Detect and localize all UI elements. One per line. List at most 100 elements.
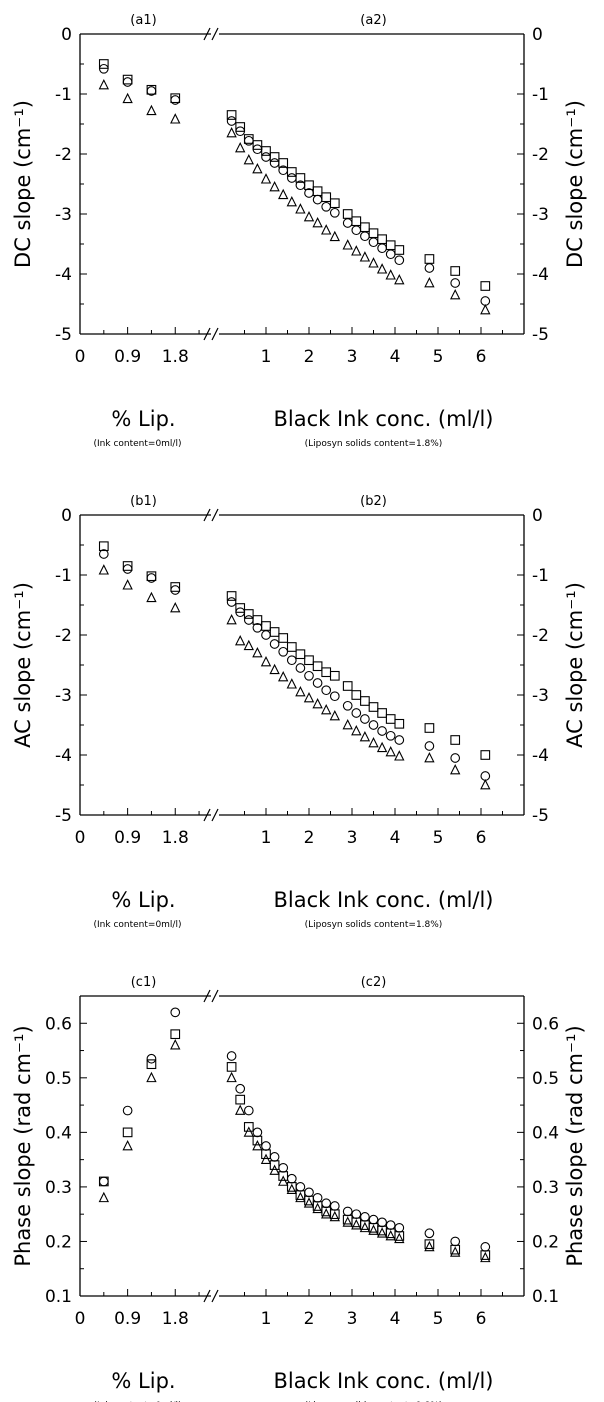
axis-break-mark bbox=[211, 508, 219, 522]
point-circle bbox=[252, 144, 263, 155]
point-square bbox=[235, 122, 246, 132]
point-circle bbox=[269, 158, 280, 168]
point-triangle bbox=[376, 1227, 388, 1238]
point-triangle bbox=[450, 288, 461, 300]
point-square bbox=[377, 708, 387, 718]
point-triangle bbox=[278, 1175, 289, 1186]
x-tick-label: 6 bbox=[476, 347, 487, 367]
point-circle bbox=[252, 1127, 263, 1138]
point-circle bbox=[312, 1192, 323, 1203]
x-axis-note: (Ink content=0ml/l) bbox=[94, 920, 182, 930]
point-square bbox=[312, 186, 323, 197]
point-triangle bbox=[303, 1197, 315, 1208]
panel-a2: 0 -1 -2 -3 -4 -5 1 2 3 4 5 6 (a2) Black Ink conc. (ml… bbox=[219, 13, 549, 449]
axis-break-mark bbox=[211, 327, 219, 341]
point-triangle bbox=[252, 646, 263, 658]
point-circle bbox=[450, 753, 461, 763]
point-square bbox=[329, 198, 340, 209]
panel-a1: 0-1-2-3-4-50 0.9 1.8(a1)% Lip.(Ink content… bbox=[55, 13, 211, 449]
y-tick-label: 0.5 bbox=[532, 1069, 559, 1089]
point-square bbox=[424, 1239, 435, 1250]
point-triangle bbox=[269, 663, 280, 675]
series-square bbox=[98, 541, 181, 592]
axis-break-mark bbox=[203, 27, 211, 41]
x-tick-label: 1 bbox=[261, 828, 272, 848]
point-triangle bbox=[450, 763, 461, 775]
point-triangle bbox=[329, 230, 340, 242]
x-tick-label: 3 bbox=[347, 828, 358, 848]
axis-break bbox=[203, 27, 219, 341]
panel-c1: 0.60.50.40.30.20.100.91.8(c1)% Lip.(Ink … bbox=[45, 975, 211, 1402]
x-tick-label: 6 bbox=[476, 828, 487, 848]
point-square bbox=[295, 649, 306, 660]
point-circle bbox=[278, 646, 289, 657]
point-circle bbox=[226, 1051, 237, 1061]
point-triangle bbox=[260, 1153, 272, 1164]
point-triangle bbox=[394, 273, 405, 285]
x-axis-note: (Ink content=0ml/l) bbox=[94, 439, 182, 449]
point-square bbox=[351, 690, 362, 700]
x-tick-label: 1.8 bbox=[162, 1309, 189, 1329]
y-tick-label: -5 bbox=[55, 325, 72, 345]
point-triangle bbox=[351, 245, 362, 256]
series-triangle bbox=[98, 564, 181, 613]
x-tick-label: 1 bbox=[261, 347, 272, 367]
point-circle bbox=[351, 1209, 362, 1220]
y-tick-label: 0.6 bbox=[532, 1014, 559, 1034]
point-circle bbox=[360, 1212, 370, 1222]
point-square bbox=[122, 1127, 133, 1138]
point-square bbox=[321, 667, 332, 678]
y-tick-label: -3 bbox=[55, 205, 72, 225]
point-triangle bbox=[480, 1251, 491, 1263]
y-tick-label: -1 bbox=[55, 85, 72, 105]
axis-break bbox=[203, 508, 219, 822]
point-circle bbox=[243, 135, 254, 146]
y-axis-label-left: DC slope (cm⁻¹) bbox=[11, 100, 35, 268]
x-tick-label: 0.9 bbox=[114, 828, 141, 848]
point-circle bbox=[385, 730, 396, 741]
x-tick-label: 0.9 bbox=[114, 347, 141, 367]
point-triangle bbox=[252, 162, 263, 174]
point-square bbox=[450, 266, 461, 276]
point-triangle bbox=[303, 691, 315, 703]
point-triangle bbox=[226, 613, 237, 625]
axis-break-mark bbox=[203, 1289, 211, 1303]
point-triangle bbox=[321, 703, 332, 715]
y-tick-label: 0.2 bbox=[45, 1232, 72, 1252]
panel-c2: 0.6 0.5 0.4 0.3 0.2 0.1 1 2 3 4 5 6 (c2) Black Ink co… bbox=[219, 975, 559, 1402]
y-tick-label: -4 bbox=[532, 265, 549, 285]
y-tick-label: 0.4 bbox=[45, 1123, 72, 1143]
point-triangle bbox=[376, 263, 388, 274]
point-circle bbox=[98, 549, 109, 559]
point-triangle bbox=[252, 1139, 263, 1151]
point-triangle bbox=[98, 1191, 110, 1203]
series-circle bbox=[226, 597, 491, 781]
point-circle bbox=[368, 720, 379, 730]
point-triangle bbox=[312, 1202, 323, 1214]
y-tick-label: -1 bbox=[532, 85, 549, 105]
point-triangle bbox=[260, 173, 272, 184]
x-tick-label: 1.8 bbox=[162, 347, 189, 367]
point-square bbox=[235, 1094, 246, 1105]
point-triangle bbox=[278, 188, 289, 200]
point-square bbox=[394, 245, 405, 255]
point-circle bbox=[122, 77, 133, 87]
panel-title: (c1) bbox=[131, 975, 157, 990]
y-axis-label-right: Phase slope (rad cm⁻¹) bbox=[563, 1025, 587, 1266]
y-tick-label: 0.6 bbox=[45, 1014, 72, 1034]
x-tick-label: 5 bbox=[433, 828, 444, 848]
y-tick-label: -4 bbox=[55, 265, 72, 285]
panel-title: (a1) bbox=[130, 13, 156, 28]
point-circle bbox=[321, 685, 332, 696]
point-circle bbox=[295, 1182, 306, 1192]
point-circle bbox=[243, 615, 254, 625]
point-square bbox=[278, 633, 289, 643]
y-tick-label: -2 bbox=[532, 626, 549, 646]
y-axis-label-right: AC slope (cm⁻¹) bbox=[563, 582, 587, 748]
x-axis-label: Black Ink conc. (ml/l) bbox=[273, 888, 493, 912]
y-tick-label: -1 bbox=[55, 566, 72, 586]
point-circle bbox=[286, 655, 297, 666]
point-circle bbox=[368, 237, 379, 248]
point-triangle bbox=[359, 251, 371, 262]
y-tick-label: 0.2 bbox=[532, 1232, 559, 1252]
